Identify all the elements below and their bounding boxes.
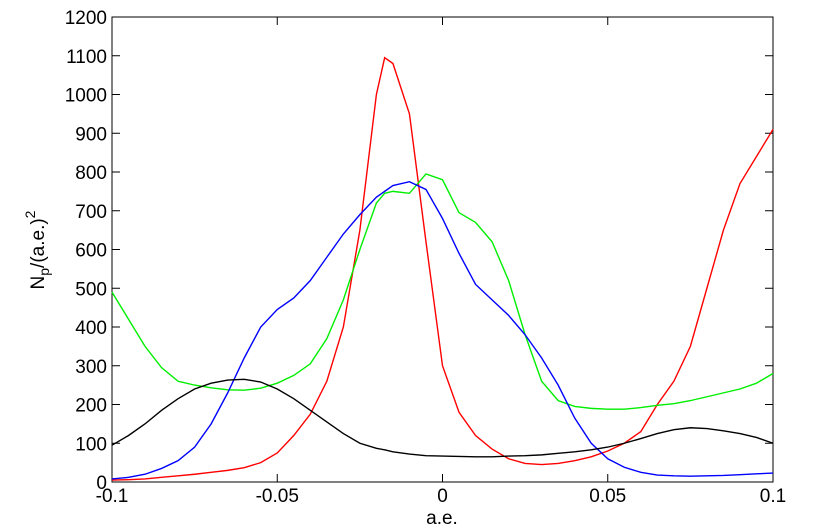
y-tick-label: 300 [75,357,107,378]
data-line [111,173,774,410]
y-tick-label: 900 [75,124,107,145]
y-tick-label: 1200 [65,8,107,29]
y-tick-label: 600 [75,241,107,262]
y-label-sub: p [36,268,52,276]
y-tick-label: 800 [75,163,107,184]
x-tick-label: 0.1 [760,486,786,507]
y-tick-label: 700 [75,202,107,223]
y-label-part: /(a.e.) [28,218,49,268]
y-label-sup: 2 [22,210,38,218]
y-tick-label: 200 [75,396,107,417]
y-label-part: N [28,276,49,290]
y-tick-label: 400 [75,318,107,339]
x-tick-label: 0 [437,486,448,507]
plot-frame [111,16,774,483]
y-tick-label: 0 [96,473,107,494]
y-tick-label: 100 [75,434,107,455]
x-tick-label: 0.05 [589,486,626,507]
y-tick-label: 1000 [65,86,107,107]
x-tick-label: -0.1 [96,486,129,507]
data-line [111,56,774,481]
data-line [111,378,774,458]
y-tick-label: 500 [75,279,107,300]
data-line [111,180,774,480]
y-tick-label: 1100 [66,47,107,68]
x-tick-label: -0.05 [256,486,299,507]
y-axis-label: Np/(a.e.)2 [22,210,52,289]
x-axis-label: a.e. [426,508,458,529]
